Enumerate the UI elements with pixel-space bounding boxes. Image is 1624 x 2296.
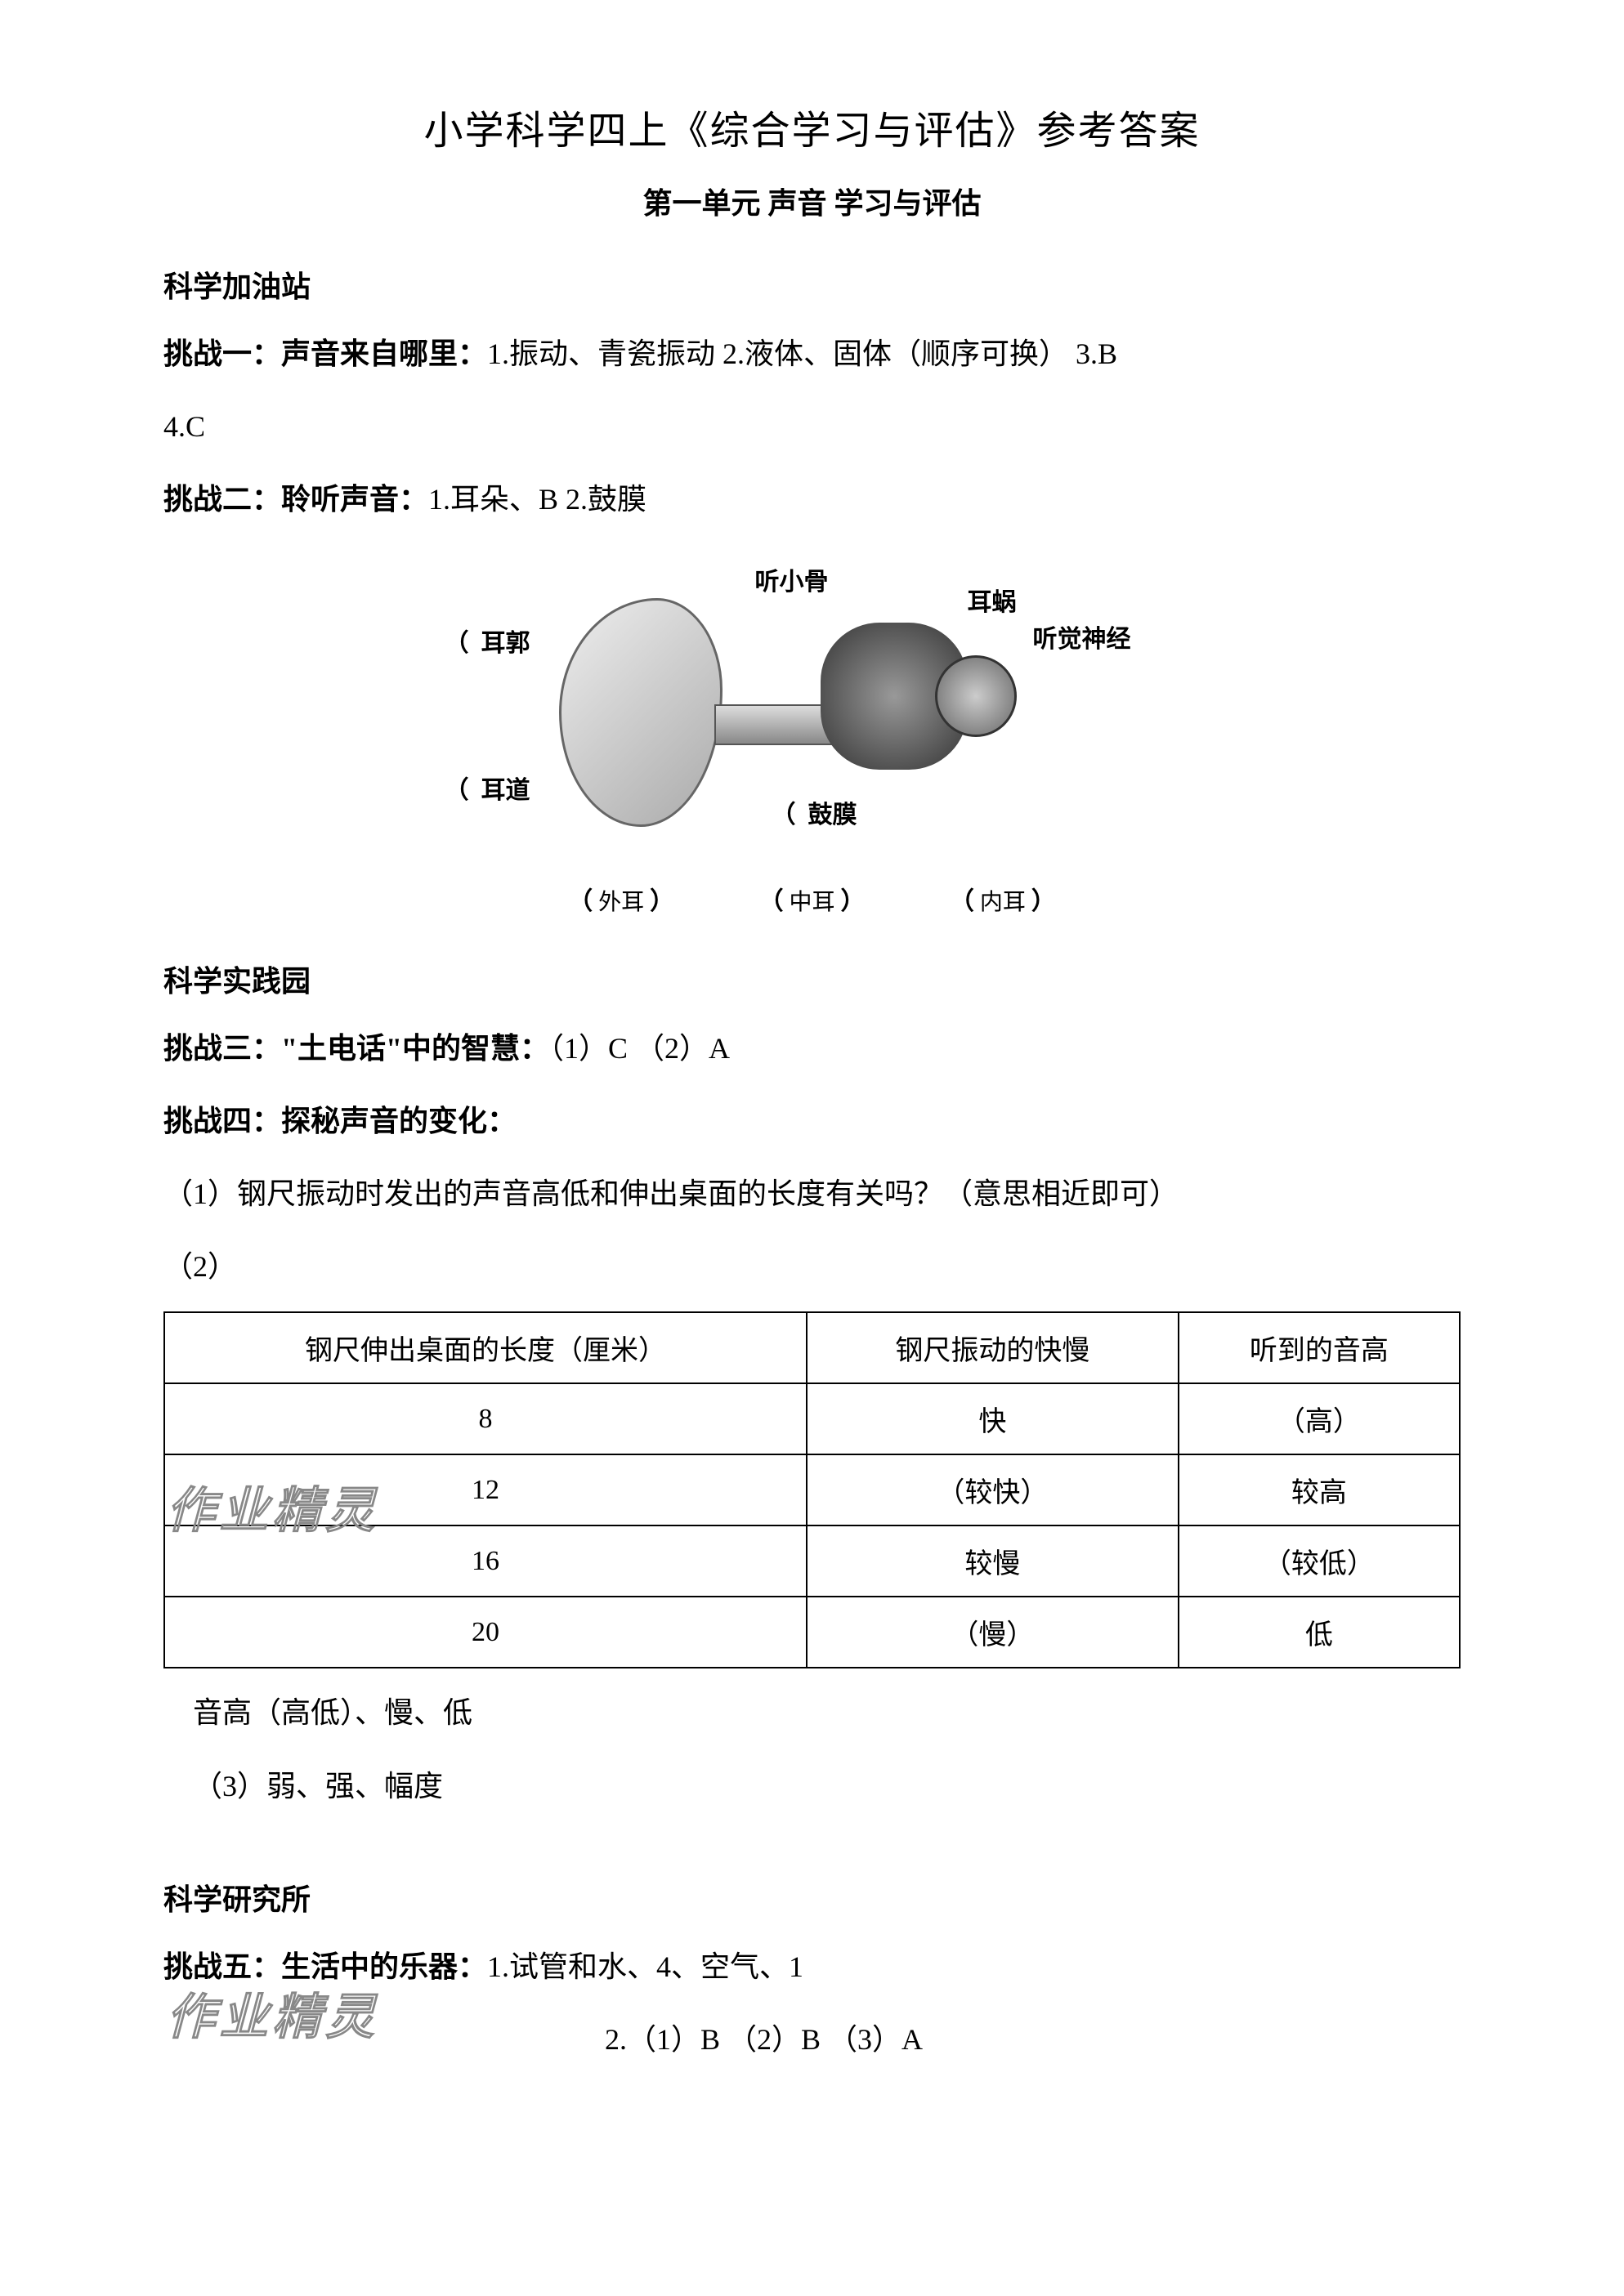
table-header-3: 听到的音高: [1179, 1312, 1460, 1383]
ear-diagram-container: 听小骨 （ 耳郭 耳蜗 听觉神经 （ 耳道 （ 鼓膜 （ 外耳 ） （ 中耳 ）…: [163, 557, 1461, 925]
challenge-5-label: 挑战五：生活中的乐器：: [163, 1950, 487, 1983]
document-subtitle: 第一单元 声音 学习与评估: [163, 180, 1461, 222]
challenge-1-label: 挑战一：声音来自哪里：: [163, 337, 487, 370]
section-heading-1: 科学加油站: [163, 263, 1461, 306]
challenge-1-line: 挑战一：声音来自哪里：1.振动、青瓷振动 2.液体、固体（顺序可换） 3.B: [163, 322, 1461, 386]
table-cell: 低: [1179, 1597, 1460, 1668]
challenge-2-line: 挑战二：聆听声音：1.耳朵、B 2.鼓膜: [163, 467, 1461, 532]
challenge-4-label-line: 挑战四：探秘声音的变化：: [163, 1089, 1461, 1154]
section-heading-2: 科学实践园: [163, 958, 1461, 1000]
table-cell: （慢）: [807, 1597, 1179, 1668]
after-table-line2: （3）弱、强、幅度: [163, 1754, 1461, 1819]
label-auditory-nerve: 听觉神经: [1033, 619, 1131, 654]
document-title: 小学科学四上《综合学习与评估》参考答案: [163, 98, 1461, 155]
bottom-bracket-row: （ 外耳 ） （ 中耳 ） （ 内耳 ）: [526, 881, 1098, 917]
challenge-5-text: 1.试管和水、4、空气、1: [487, 1950, 803, 1983]
challenge-2-text: 1.耳朵、B 2.鼓膜: [428, 483, 646, 516]
table-cell: （高）: [1179, 1383, 1460, 1454]
ruler-table: 钢尺伸出桌面的长度（厘米） 钢尺振动的快慢 听到的音高 8 快 （高） 12 （…: [163, 1311, 1461, 1668]
table-header-2: 钢尺振动的快慢: [807, 1312, 1179, 1383]
table-row: 12 （较快） 较高: [164, 1454, 1460, 1525]
table-header-1: 钢尺伸出桌面的长度（厘米）: [164, 1312, 807, 1383]
challenge-4-label: 挑战四：探秘声音的变化：: [163, 1105, 517, 1137]
table-row: 8 快 （高）: [164, 1383, 1460, 1454]
label-auricle-bracket: （ 耳郭: [445, 623, 530, 659]
label-outer-ear: （ 外耳 ）: [568, 881, 674, 917]
label-inner-ear: （ 内耳 ）: [950, 881, 1056, 917]
table-cell: （较低）: [1179, 1525, 1460, 1597]
table-cell: 较高: [1179, 1454, 1460, 1525]
table-header-row: 钢尺伸出桌面的长度（厘米） 钢尺振动的快慢 听到的音高: [164, 1312, 1460, 1383]
table-cell: 12: [164, 1454, 807, 1525]
table-cell: 20: [164, 1597, 807, 1668]
label-cochlea: 耳蜗: [968, 582, 1017, 618]
challenge-1-cont: 4.C: [163, 395, 1461, 459]
challenge-4-q1: （1）钢尺振动时发出的声音高低和伸出桌面的长度有关吗？（意思相近即可）: [163, 1162, 1461, 1226]
challenge-3-text: （1）C （2）A: [549, 1032, 730, 1065]
challenge-5-line2: 2.（1）B （2）B （3）A: [163, 2008, 1461, 2072]
table-cell: 16: [164, 1525, 807, 1597]
label-ossicles: 听小骨: [755, 561, 829, 597]
after-table-line1: 音高（高低）、慢、低: [163, 1681, 1461, 1745]
section-heading-3: 科学研究所: [163, 1876, 1461, 1919]
table-cell: （较快）: [807, 1454, 1179, 1525]
challenge-5-line: 挑战五：生活中的乐器：1.试管和水、4、空气、1: [163, 1935, 1461, 1999]
label-eardrum-bracket: （ 鼓膜: [772, 794, 857, 830]
table-cell: 快: [807, 1383, 1179, 1454]
challenge-4-q2: （2）: [163, 1235, 1461, 1299]
challenge-1-text: 1.振动、青瓷振动 2.液体、固体（顺序可换） 3.B: [487, 337, 1117, 370]
table-cell: 8: [164, 1383, 807, 1454]
label-ear-canal-bracket: （ 耳道: [445, 770, 530, 806]
cochlea-shape: [935, 655, 1017, 737]
table-row: 16 较慢 （较低）: [164, 1525, 1460, 1597]
challenge-3-line: 挑战三："土电话"中的智慧：（1）C （2）A: [163, 1016, 1461, 1081]
ear-shape: [559, 598, 723, 827]
challenge-3-label: 挑战三："土电话"中的智慧：: [163, 1032, 549, 1065]
challenge-2-label: 挑战二：聆听声音：: [163, 483, 428, 516]
table-cell: 较慢: [807, 1525, 1179, 1597]
ear-diagram: 听小骨 （ 耳郭 耳蜗 听觉神经 （ 耳道 （ 鼓膜 （ 外耳 ） （ 中耳 ）…: [445, 557, 1180, 925]
table-row: 20 （慢） 低: [164, 1597, 1460, 1668]
label-middle-ear: （ 中耳 ）: [758, 881, 865, 917]
